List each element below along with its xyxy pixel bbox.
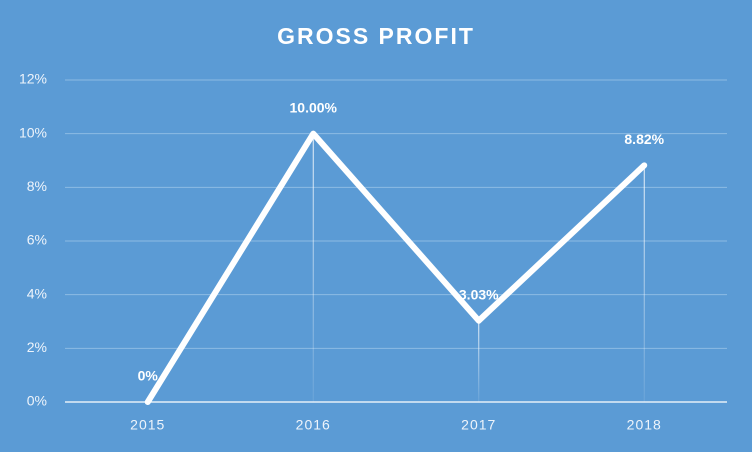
y-tick-label: 8%: [27, 178, 47, 194]
drop-line: [643, 165, 645, 402]
drop-line: [478, 320, 480, 402]
value-label: 10.00%: [290, 99, 338, 115]
value-label: 0%: [138, 368, 159, 384]
y-tick-label: 10%: [19, 124, 47, 140]
value-label: 3.03%: [459, 286, 499, 302]
line: [144, 130, 648, 405]
y-tick-label: 12%: [19, 71, 47, 87]
x-tick-label: 2017: [461, 417, 496, 433]
chart-title: GROSS PROFIT: [277, 23, 475, 49]
x-tick-label: 2016: [296, 417, 331, 433]
drop-line: [312, 133, 314, 402]
x-tick-label: 2015: [130, 417, 165, 433]
x-tick-label: 2018: [627, 417, 662, 433]
y-tick-label: 2%: [27, 339, 47, 355]
y-tick-label: 6%: [27, 232, 47, 248]
y-tick-label: 4%: [27, 285, 47, 301]
y-tick-label: 0%: [27, 393, 47, 409]
value-label: 8.82%: [624, 131, 664, 147]
